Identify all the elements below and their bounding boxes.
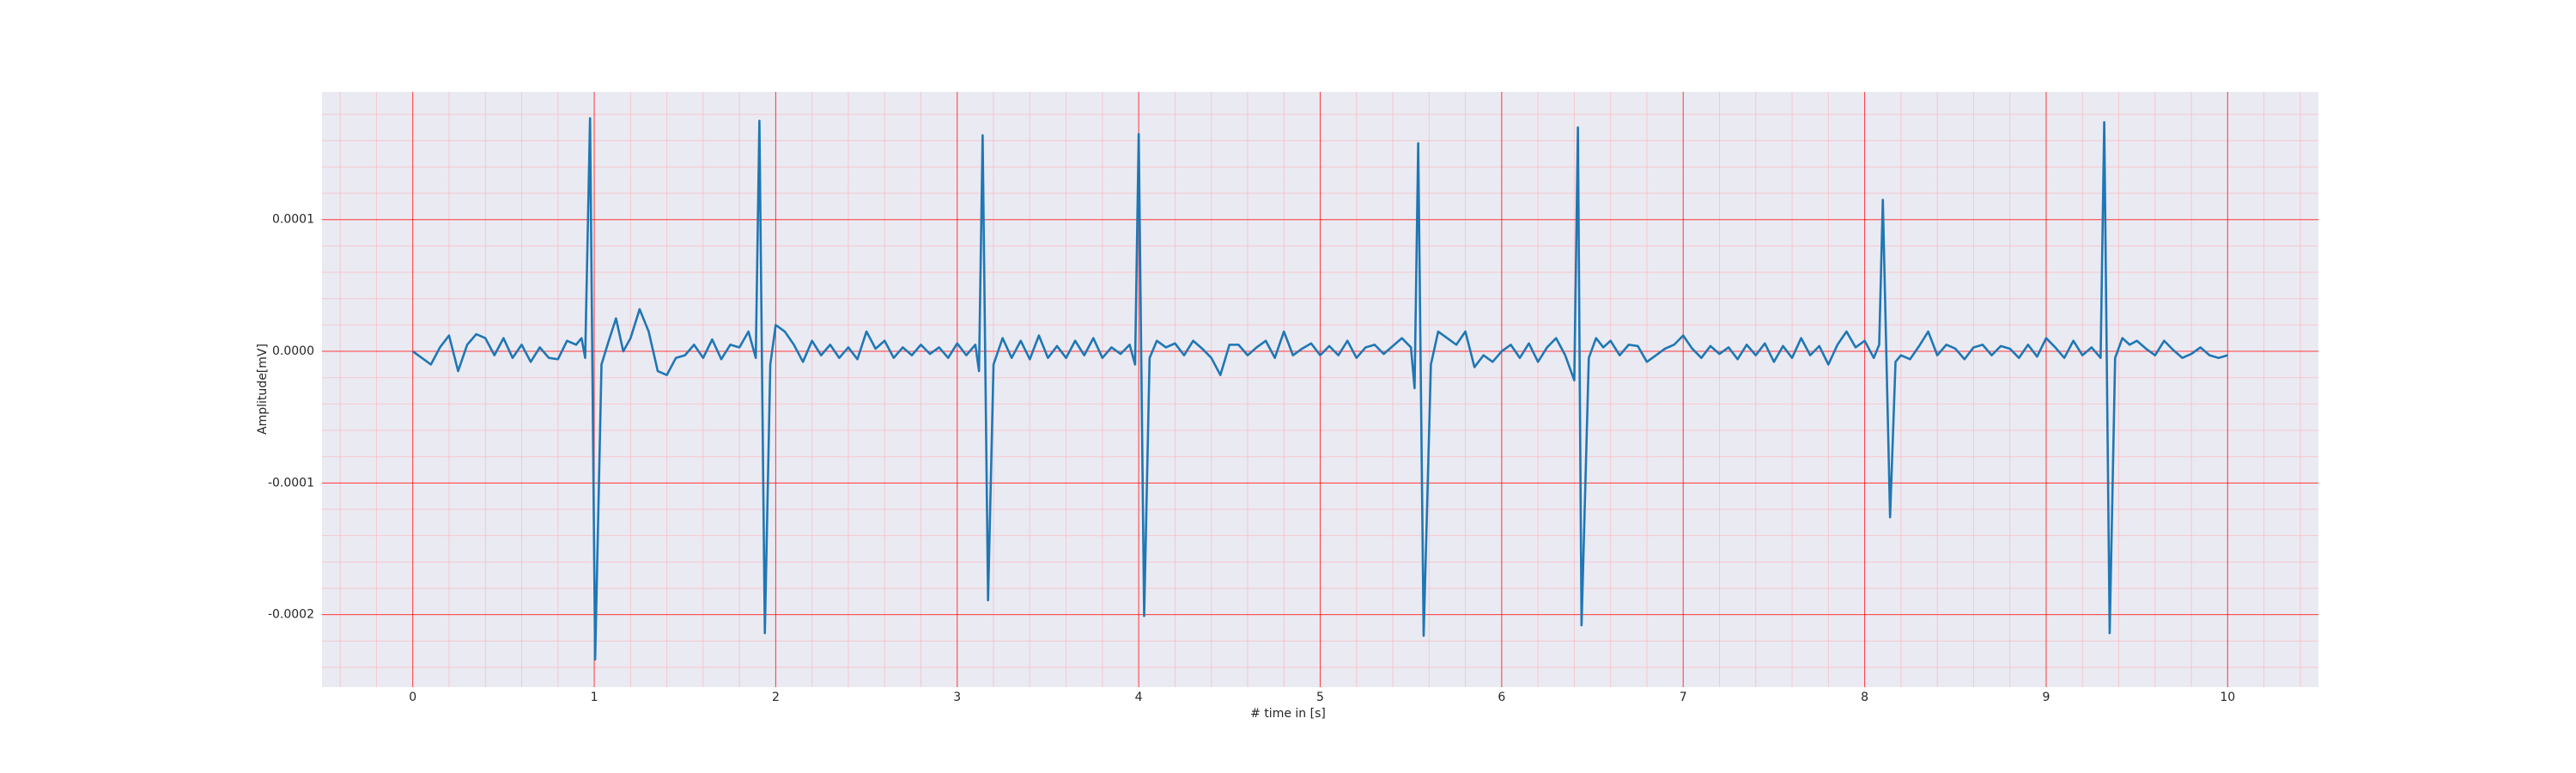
y-tick-label: -0.0002 — [268, 608, 314, 622]
data-line — [411, 117, 2228, 661]
x-tick-label: 9 — [2042, 691, 2050, 704]
x-tick-label: 6 — [1498, 691, 1505, 704]
x-tick-label: 5 — [1316, 691, 1324, 704]
y-tick-label: 0.0001 — [272, 213, 314, 227]
y-tick-label: 0.0000 — [272, 344, 314, 358]
x-tick-label: 7 — [1680, 691, 1687, 704]
x-tick-label: 8 — [1861, 691, 1868, 704]
y-tick-label: -0.0001 — [268, 476, 314, 490]
y-axis-label: Amplitude[mV] — [256, 344, 270, 435]
x-tick-label: 4 — [1135, 691, 1143, 704]
x-tick-label: 3 — [953, 691, 961, 704]
x-tick-label: 10 — [2220, 691, 2235, 704]
x-tick-label: 1 — [591, 691, 598, 704]
x-tick-label: 0 — [409, 691, 416, 704]
x-tick-label: 2 — [772, 691, 780, 704]
x-axis-label: # time in [s] — [1250, 707, 1326, 721]
